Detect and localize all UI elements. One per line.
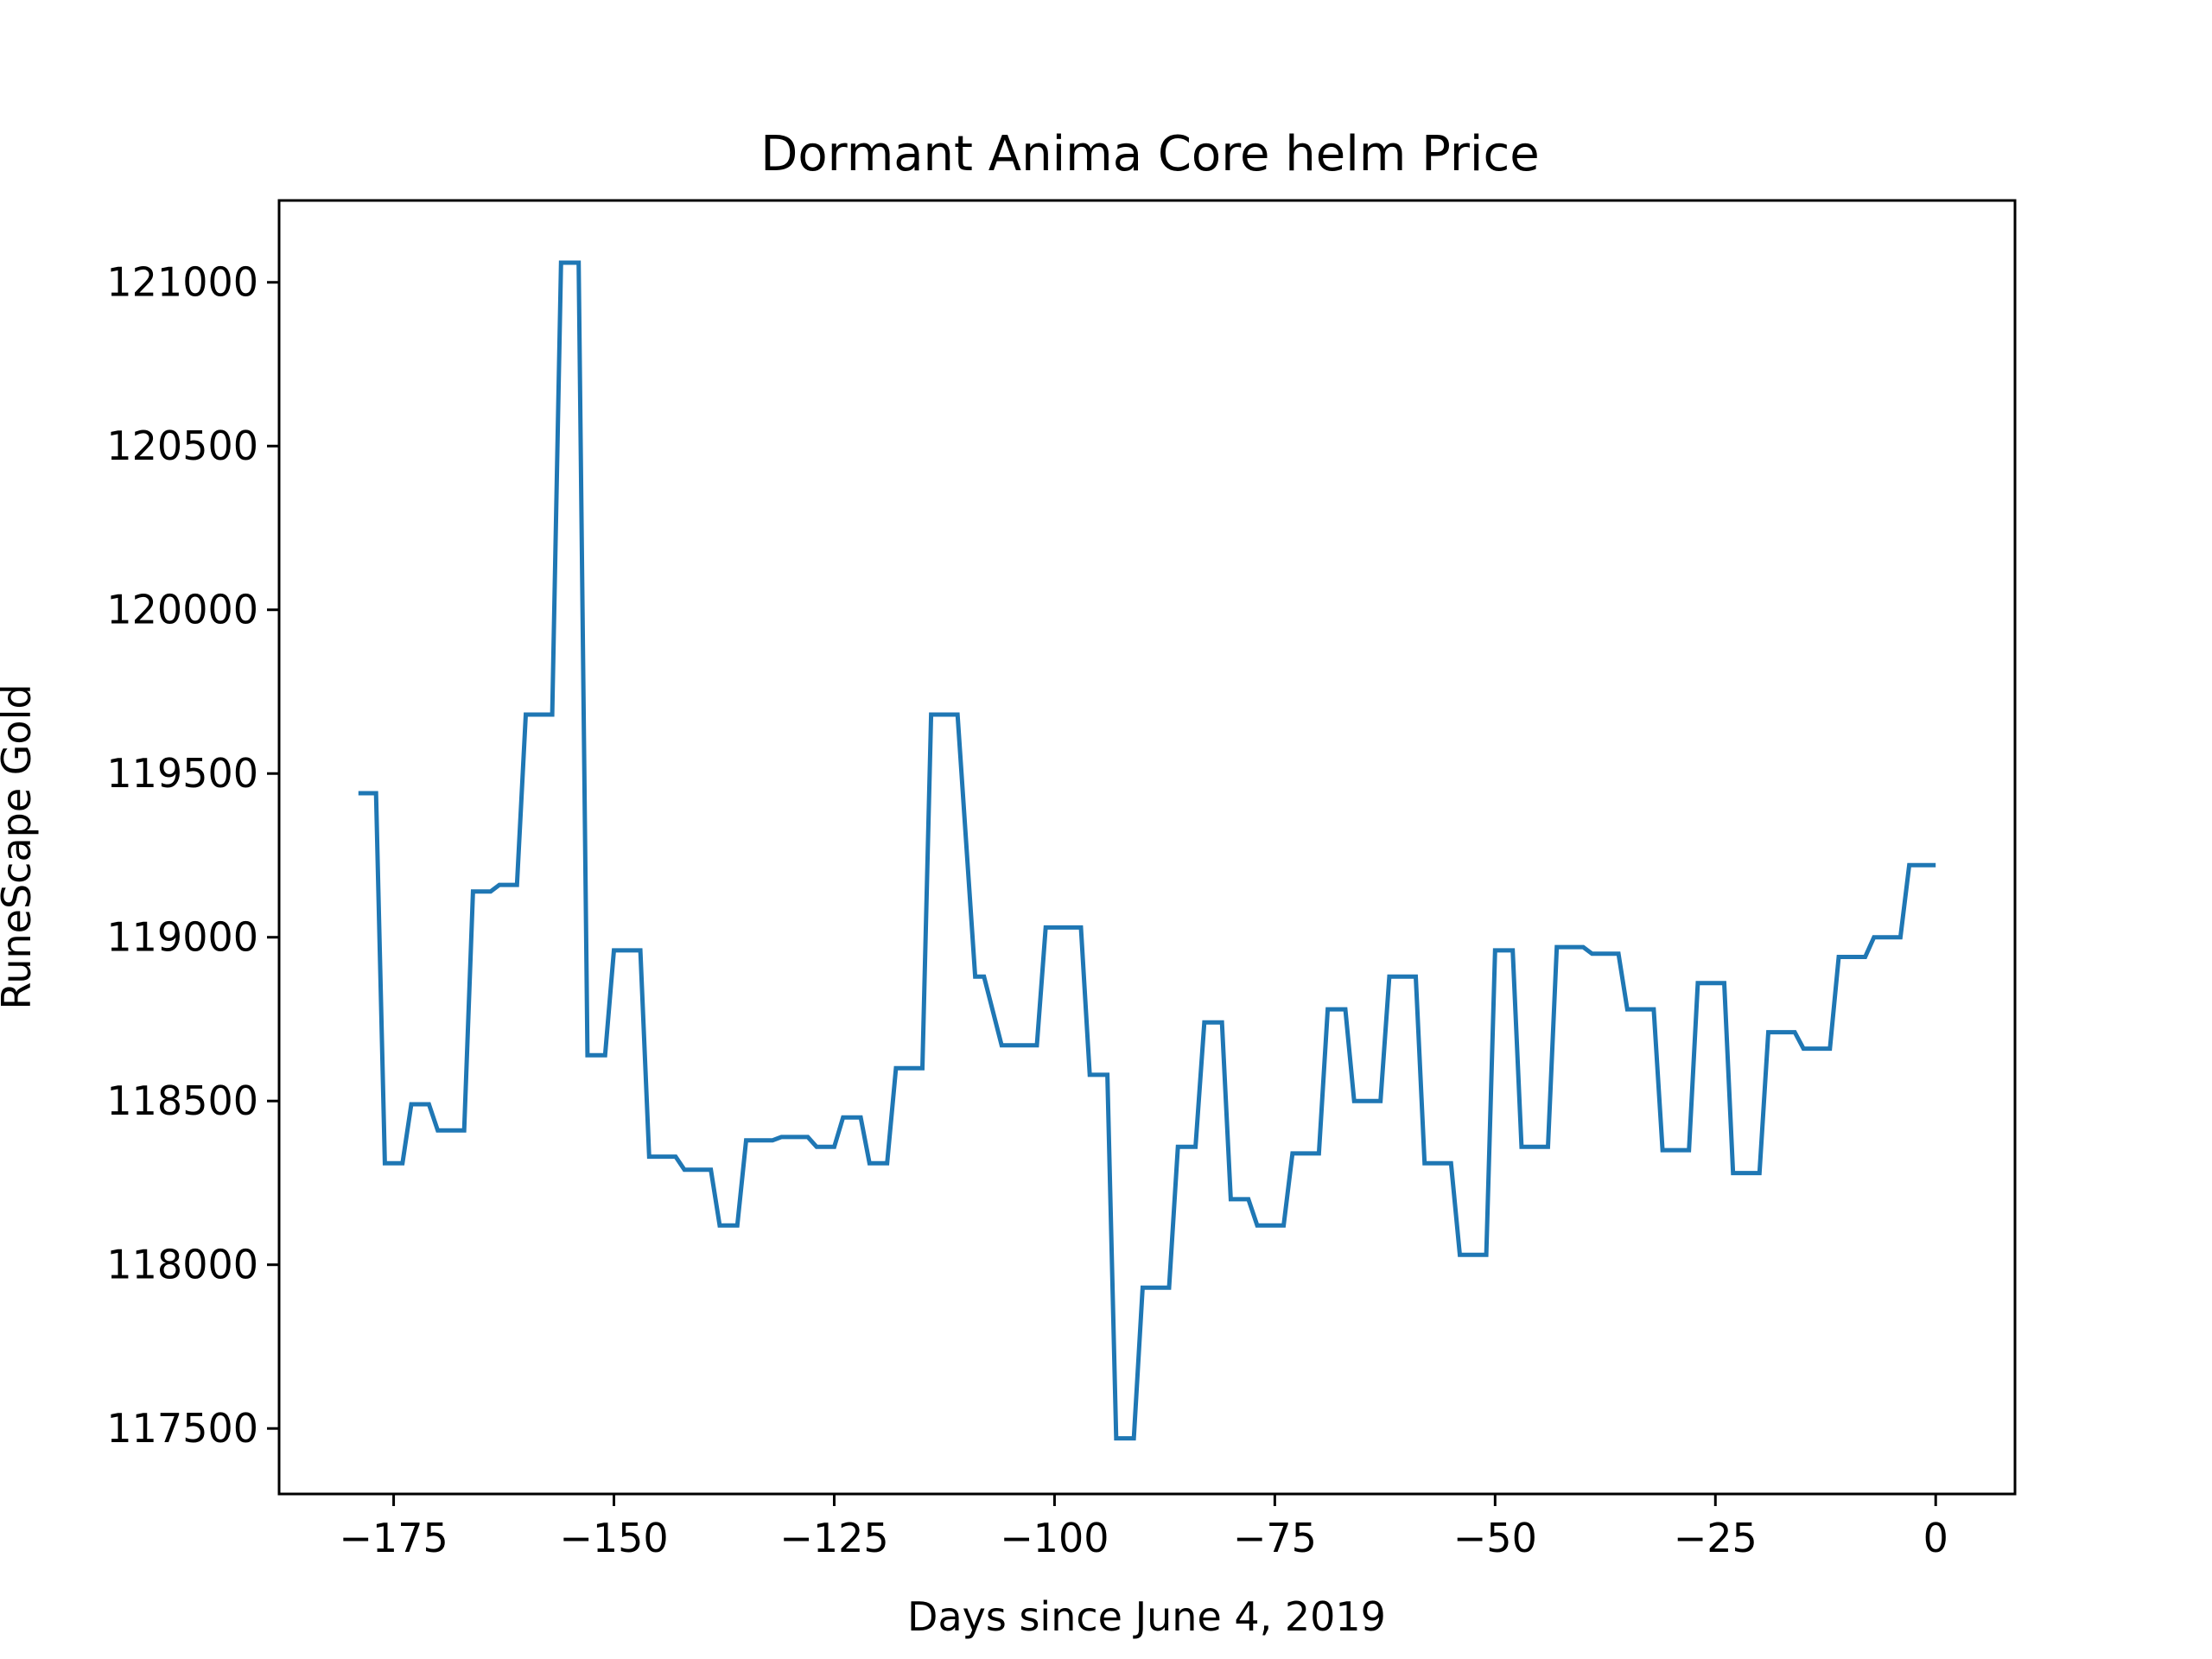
x-tick-label: −75: [1233, 1515, 1317, 1561]
x-tick-label: −175: [339, 1515, 448, 1561]
y-tick-label: 117500: [106, 1405, 258, 1452]
y-tick-label: 120000: [106, 587, 258, 633]
x-tick-label: −50: [1453, 1515, 1537, 1561]
y-tick-label: 118000: [106, 1242, 258, 1288]
x-axis-label: Days since June 4, 2019: [907, 1593, 1386, 1640]
x-tick-label: 0: [1923, 1515, 1948, 1561]
y-tick-label: 120500: [106, 423, 258, 469]
y-tick-label: 118500: [106, 1077, 258, 1124]
x-tick-label: −125: [779, 1515, 888, 1561]
y-tick-label: 121000: [106, 259, 258, 306]
y-axis: 117500 118000 118500 119000 119500 120000 1205…: [106, 259, 279, 1452]
x-axis: −175 −150 −125 −100 −75 −50 −25 0: [339, 1494, 1948, 1561]
x-tick-label: −150: [559, 1515, 668, 1561]
plot-area: [277, 199, 2017, 1496]
series-line: [358, 260, 1936, 1441]
y-tick-label: 119500: [106, 750, 258, 797]
x-tick-label: −25: [1674, 1515, 1758, 1561]
series-group: [358, 260, 1936, 1441]
chart-title: Dormant Anima Core helm Price: [760, 126, 1539, 182]
y-tick-label: 119000: [106, 914, 258, 961]
x-tick-label: −100: [1000, 1515, 1109, 1561]
y-axis-label: RuneScape Gold: [0, 683, 40, 1009]
